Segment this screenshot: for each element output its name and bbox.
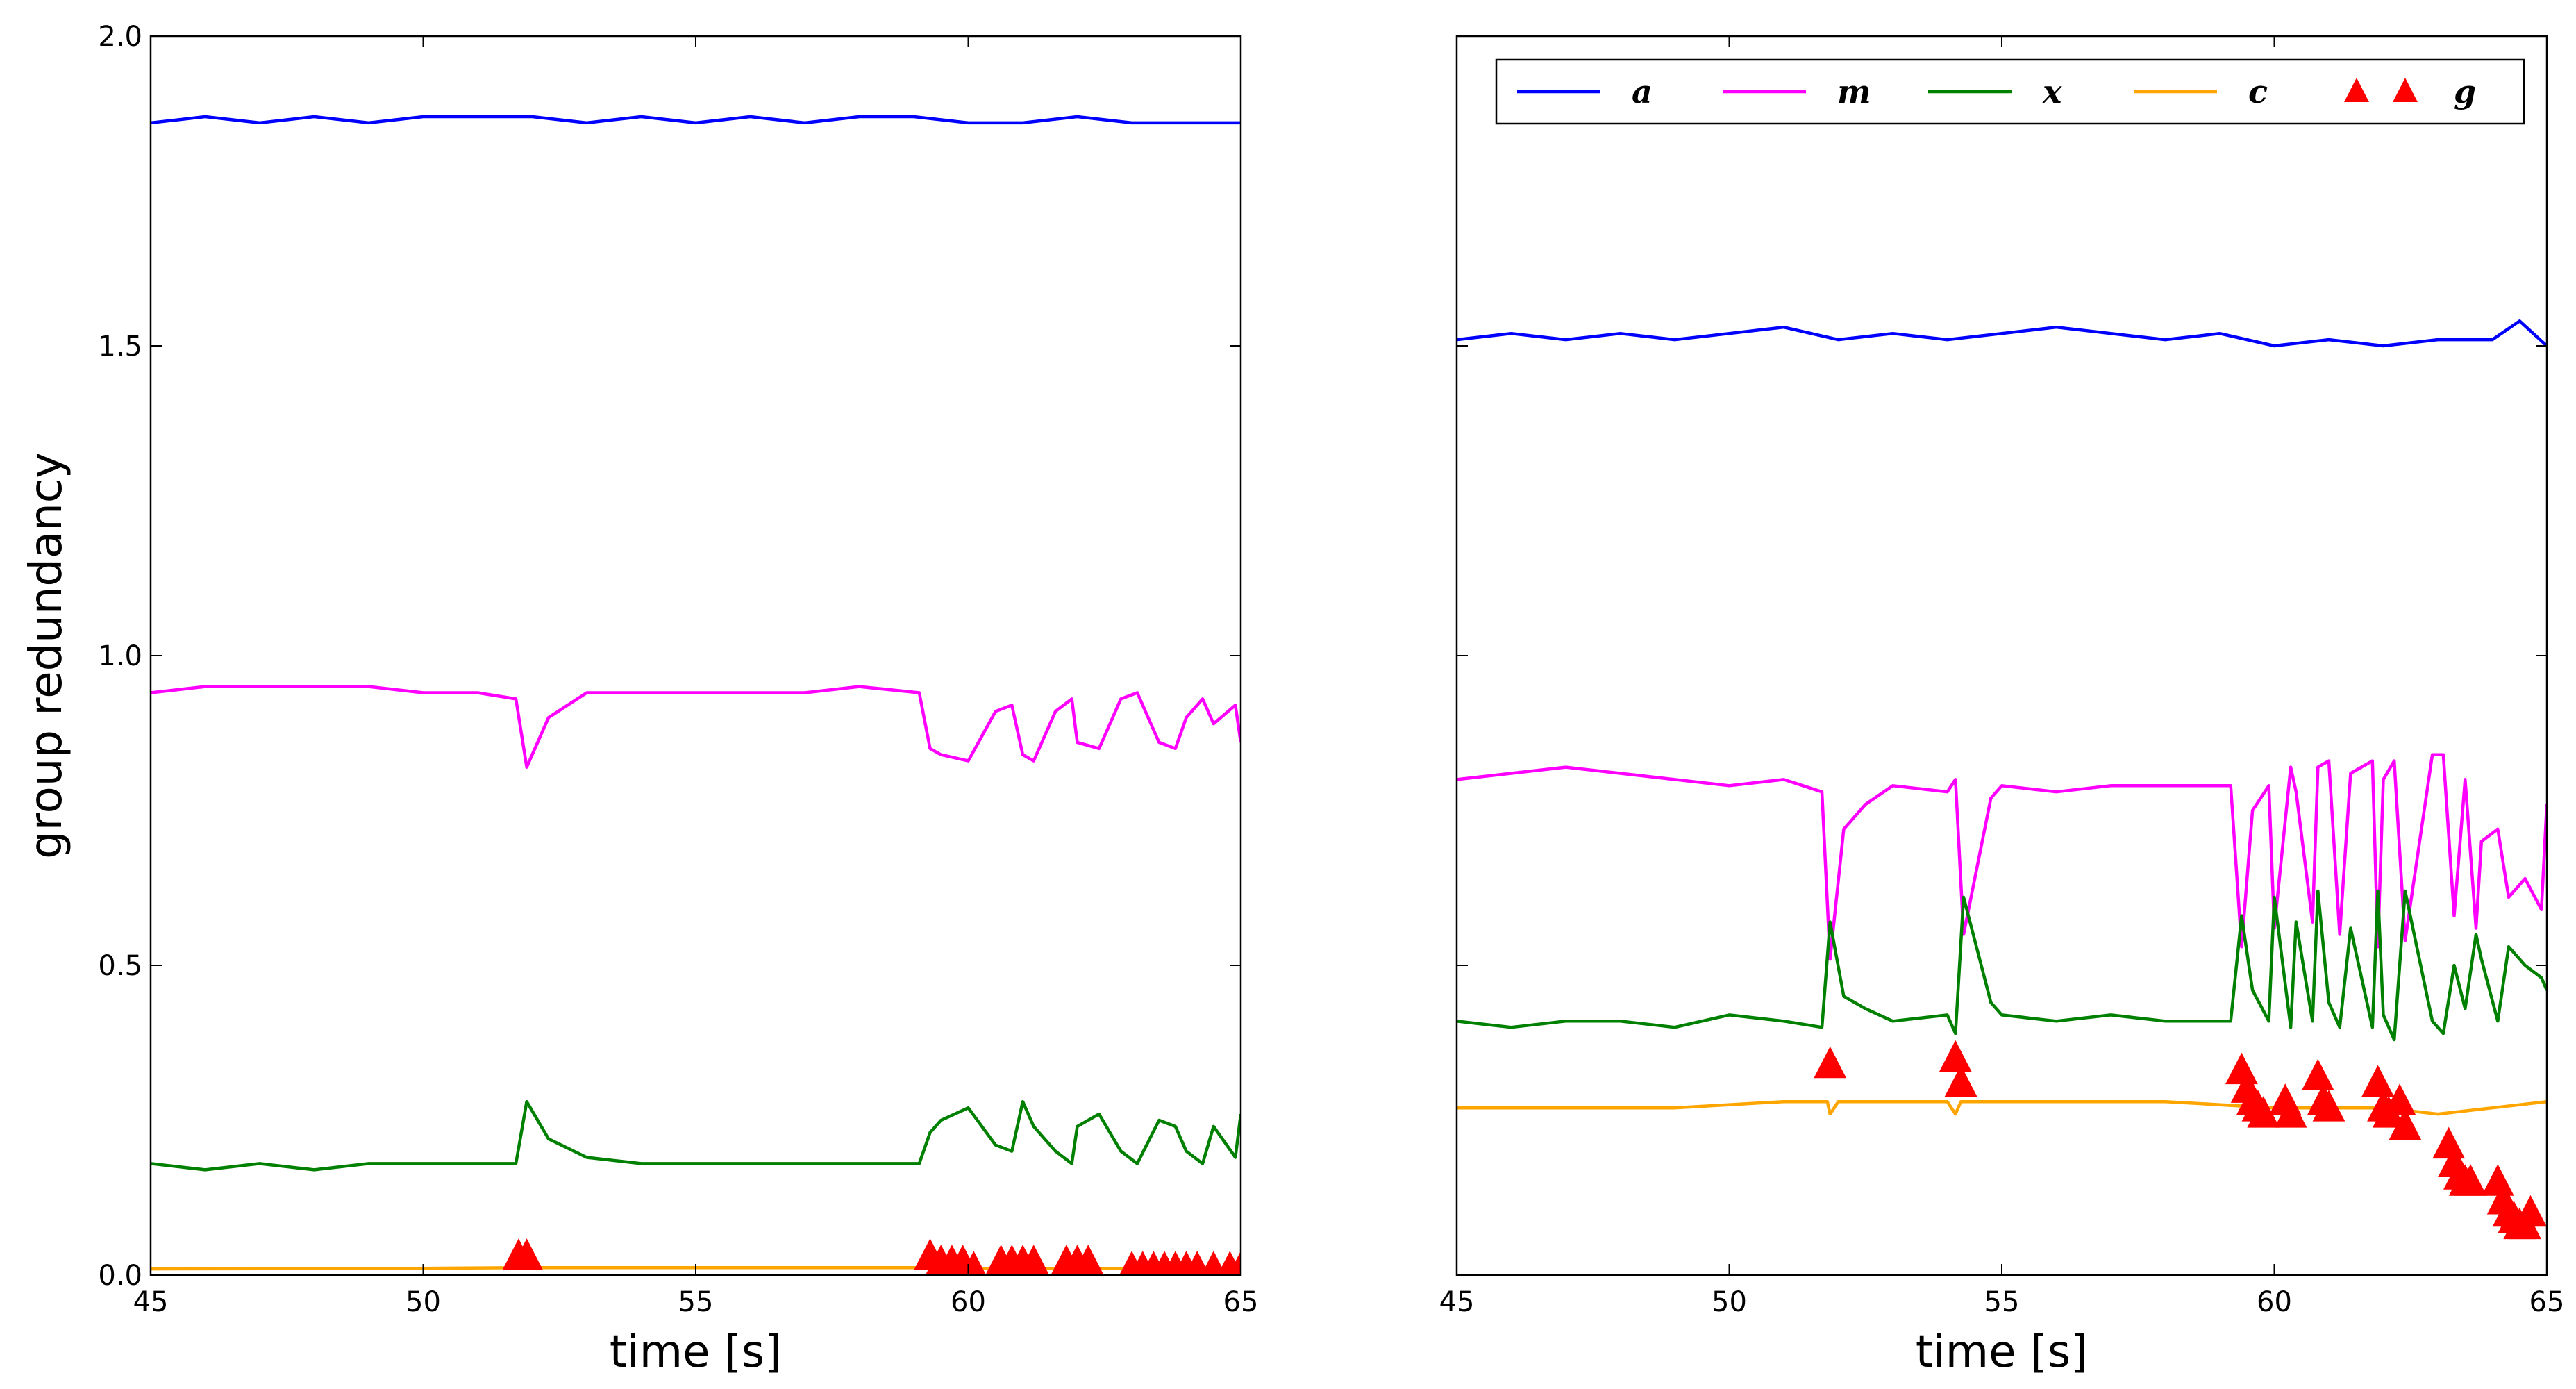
series-x-line	[1457, 889, 2547, 1042]
x-tick-label: 45	[1439, 1286, 1475, 1318]
plot-area	[151, 115, 1241, 1275]
legend-label-c: c	[2248, 73, 2268, 110]
x-axis-label: time [s]	[1916, 1326, 2088, 1378]
series-g-markers	[1814, 1040, 2547, 1240]
y-tick-label: 1.0	[98, 640, 142, 672]
marker-g	[2432, 1126, 2466, 1159]
legend-label-g: g	[2454, 73, 2476, 110]
marker-g	[2225, 1052, 2258, 1085]
legend-label-a: a	[1632, 73, 1653, 110]
legend-label-m: m	[1837, 73, 1871, 110]
marker-g	[1072, 1245, 1104, 1275]
x-tick-label: 60	[2257, 1286, 2292, 1318]
y-tick-label: 0.0	[98, 1260, 142, 1292]
series-a-line	[151, 115, 1241, 125]
y-tick-label: 1.5	[98, 331, 142, 363]
legend-marker-g	[2393, 78, 2418, 102]
x-tick-label: 65	[2529, 1286, 2565, 1318]
marker-g	[1814, 1046, 1847, 1079]
legend-label-x: x	[2042, 73, 2062, 110]
x-tick-label: 55	[678, 1286, 714, 1318]
marker-g	[2481, 1164, 2514, 1196]
marker-g	[2514, 1195, 2547, 1227]
marker-g	[2312, 1090, 2345, 1122]
plot-area	[1457, 319, 2547, 1240]
marker-g	[1944, 1065, 1977, 1097]
x-tick-label: 50	[1712, 1286, 1747, 1318]
series-a-line	[1457, 319, 2547, 348]
marker-g	[1228, 1251, 1241, 1275]
x-tick-label: 45	[133, 1286, 169, 1318]
series-m-line	[1457, 753, 2547, 961]
y-tick-label: 2.0	[98, 21, 142, 53]
x-tick-label: 55	[1984, 1286, 2020, 1318]
legend-marker-g	[2344, 78, 2369, 102]
series-x-line	[151, 1099, 1241, 1172]
series-g-markers	[502, 1238, 1241, 1275]
x-tick-label: 60	[951, 1286, 986, 1318]
marker-g	[1018, 1245, 1050, 1275]
marker-g	[1939, 1040, 1972, 1072]
marker-g	[2389, 1108, 2422, 1140]
y-tick-label: 0.5	[98, 950, 142, 982]
marker-g	[2274, 1096, 2307, 1128]
marker-g	[2247, 1096, 2280, 1128]
x-tick-label: 65	[1223, 1286, 1259, 1318]
marker-g	[1201, 1251, 1226, 1275]
plot-frame	[149, 35, 1242, 1276]
left-plot: 45 50 55 60 65 0.0 0.5 1.0 1.5 2.0 time [s] group r…	[21, 21, 1258, 1378]
marker-g	[2361, 1065, 2395, 1097]
marker-g	[2383, 1083, 2416, 1115]
right-plot: 45 50 55 60 65 time [s] a m x c g	[1439, 35, 2565, 1378]
y-axis-label: group redundancy	[21, 452, 72, 859]
x-axis-label: time [s]	[610, 1326, 782, 1378]
series-m-line	[151, 685, 1241, 769]
x-tick-label: 50	[405, 1286, 441, 1318]
marker-g	[510, 1238, 544, 1270]
marker-g	[2454, 1164, 2487, 1196]
marker-g	[961, 1251, 987, 1275]
marker-g	[2301, 1058, 2334, 1091]
marker-g	[1185, 1251, 1210, 1275]
